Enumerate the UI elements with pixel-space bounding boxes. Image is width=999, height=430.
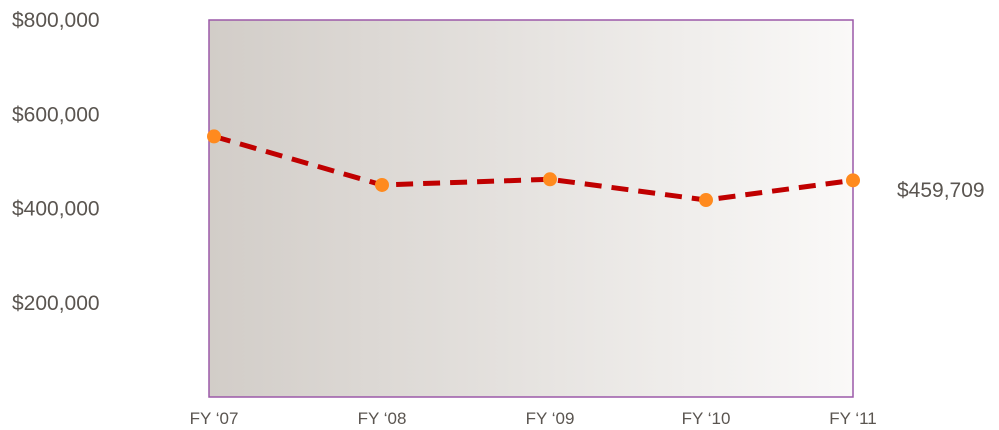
y-axis-ticks: $800,000 $600,000 $400,000 $200,000 — [12, 9, 100, 315]
x-tick-label: FY ‘11 — [829, 409, 877, 428]
data-point — [375, 177, 389, 192]
x-tick-label: FY ‘07 — [190, 409, 239, 428]
y-tick-label: $600,000 — [12, 103, 100, 126]
plot-area — [208, 19, 854, 398]
x-tick-label: FY ‘09 — [526, 409, 575, 428]
x-tick-label: FY ‘10 — [682, 409, 731, 428]
x-axis-ticks: FY ‘07 FY ‘08 FY ‘09 FY ‘10 FY ‘11 — [190, 409, 877, 428]
data-point — [846, 173, 860, 188]
end-value-label: $459,709 — [897, 179, 985, 202]
x-tick-label: FY ‘08 — [358, 409, 407, 428]
series-line — [213, 133, 854, 203]
y-tick-label: $200,000 — [12, 292, 100, 315]
data-point — [543, 172, 557, 187]
y-tick-label: $400,000 — [12, 198, 100, 221]
series-group — [207, 129, 860, 208]
data-point — [207, 129, 221, 144]
data-point — [699, 193, 713, 208]
y-tick-label: $800,000 — [12, 9, 100, 32]
